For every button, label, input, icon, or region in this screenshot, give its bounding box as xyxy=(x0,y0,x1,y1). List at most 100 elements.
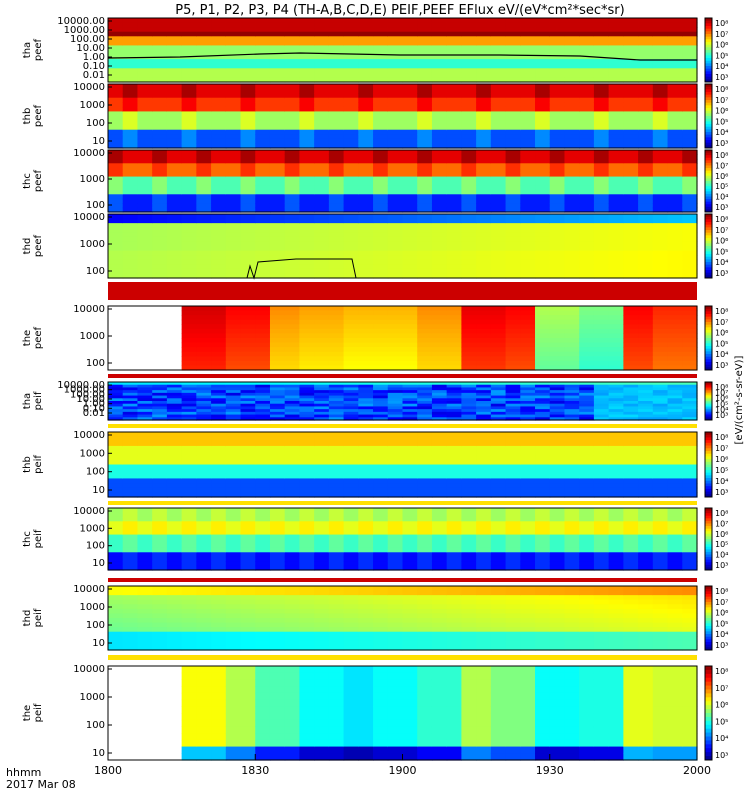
heat-cell xyxy=(196,54,212,60)
heat-cell xyxy=(181,50,197,56)
heat-cell xyxy=(431,483,448,489)
heat-cell xyxy=(181,45,197,51)
heat-cell xyxy=(535,382,551,386)
heat-cell xyxy=(476,508,492,514)
heat-cell xyxy=(314,125,330,131)
colorbar-swatch xyxy=(705,121,712,125)
heat-cell xyxy=(564,31,580,37)
heat-cell xyxy=(166,469,183,475)
heat-cell xyxy=(211,189,227,195)
colorbar-swatch xyxy=(705,137,712,141)
heat-cell xyxy=(608,198,624,204)
heat-cell xyxy=(461,347,477,353)
heat-cell xyxy=(505,203,521,209)
heat-cell xyxy=(490,102,507,108)
heat-cell xyxy=(564,93,580,99)
heat-cell xyxy=(328,561,345,567)
heat-cell xyxy=(431,189,448,195)
heat-cell xyxy=(387,50,404,56)
heat-cell xyxy=(196,18,212,24)
heat-cell xyxy=(608,487,624,493)
heat-cell xyxy=(476,172,492,178)
heat-cell xyxy=(108,18,124,24)
colorbar-swatch xyxy=(705,94,712,98)
heat-cell xyxy=(196,134,212,140)
heat-cell xyxy=(328,414,345,418)
heat-cell xyxy=(549,324,566,330)
heat-cell xyxy=(652,273,669,279)
heat-cell xyxy=(535,342,551,348)
heat-cell xyxy=(358,185,374,191)
heat-cell xyxy=(476,163,492,169)
heat-cell xyxy=(461,478,477,484)
heat-cell xyxy=(431,565,448,571)
colorbar-swatch xyxy=(705,308,712,312)
heat-cell xyxy=(240,409,256,413)
heat-cell xyxy=(476,88,492,94)
heat-cell xyxy=(299,599,315,605)
heat-cell xyxy=(358,543,374,549)
heat-cell xyxy=(564,218,580,224)
heat-cell xyxy=(549,181,566,187)
colorbar-frame xyxy=(704,149,713,213)
heat-cell xyxy=(166,84,183,90)
heat-cell xyxy=(181,120,197,126)
heat-cell xyxy=(608,176,624,182)
heat-cell xyxy=(402,264,418,270)
heat-cell xyxy=(299,473,315,480)
heat-cell xyxy=(343,521,359,527)
heat-cell xyxy=(269,50,286,56)
colorbar-swatch xyxy=(705,528,712,532)
heat-cell xyxy=(667,198,683,204)
heat-cell xyxy=(402,236,418,243)
heat-cell xyxy=(166,636,183,642)
heat-cell xyxy=(667,154,683,160)
heat-cell xyxy=(343,347,359,353)
heat-cell xyxy=(535,406,551,410)
heat-cell xyxy=(417,125,433,131)
heat-cell xyxy=(152,534,168,540)
heat-cell xyxy=(152,401,168,405)
heat-cell xyxy=(181,469,197,475)
heat-cell xyxy=(417,328,433,335)
heat-cell xyxy=(284,93,301,99)
heat-cell xyxy=(505,189,521,195)
heat-cell xyxy=(682,45,698,51)
heat-cell xyxy=(446,138,462,145)
heat-cell xyxy=(461,398,477,402)
heat-cell xyxy=(299,342,315,348)
heat-cell xyxy=(343,473,359,480)
heat-cell xyxy=(108,125,124,131)
heat-cell xyxy=(638,167,654,173)
heat-cell xyxy=(667,406,683,410)
heat-cell xyxy=(638,40,654,47)
heat-cell xyxy=(638,406,654,410)
heat-cell xyxy=(549,246,566,252)
heat-cell xyxy=(682,387,698,391)
heat-cell xyxy=(652,236,669,243)
heat-cell xyxy=(211,40,227,47)
heat-cell xyxy=(667,84,683,90)
heat-cell xyxy=(343,387,359,391)
heat-cell xyxy=(358,403,374,408)
heat-cell xyxy=(343,120,359,126)
heat-cell xyxy=(255,441,271,447)
heat-cell xyxy=(196,246,212,252)
heat-cell xyxy=(225,207,242,213)
heat-cell xyxy=(328,645,345,651)
heat-cell xyxy=(461,150,477,156)
heat-cell xyxy=(166,631,183,637)
heat-cell xyxy=(373,203,389,209)
heat-cell xyxy=(225,631,242,637)
heat-cell xyxy=(593,347,610,353)
heat-cell xyxy=(682,310,698,316)
heat-cell xyxy=(211,167,227,173)
heat-cell xyxy=(387,398,404,402)
heat-cell xyxy=(284,264,301,270)
heat-cell xyxy=(682,409,698,413)
heat-cell xyxy=(255,63,271,69)
heat-cell xyxy=(402,97,418,103)
heat-cell xyxy=(166,392,183,397)
heat-cell xyxy=(373,384,389,389)
